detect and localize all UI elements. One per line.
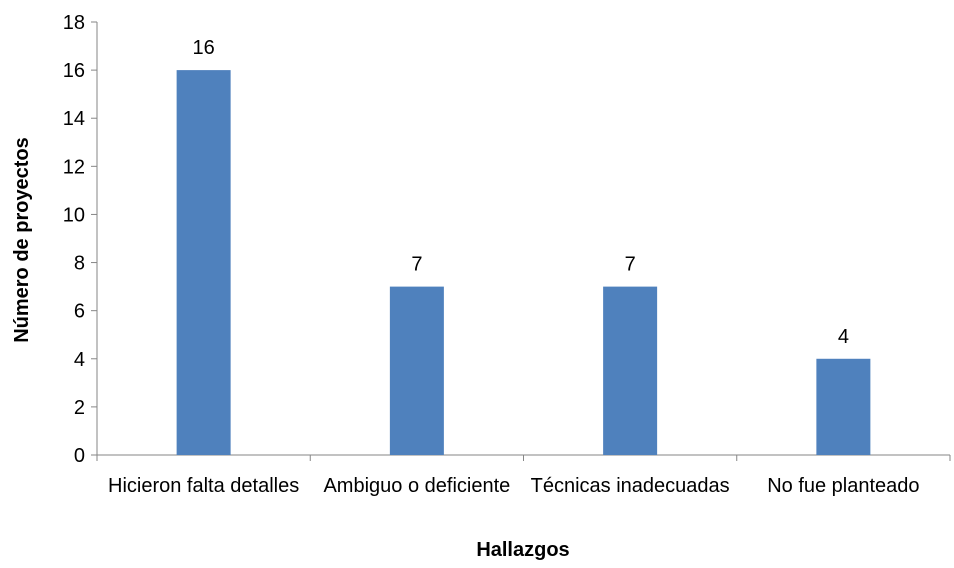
y-tick-label: 18 [63,12,85,34]
y-tick-label: 16 [63,60,85,82]
data-label: 4 [838,326,849,348]
bar [176,70,231,455]
y-tick-label: 8 [74,253,85,275]
y-tick-label: 10 [63,204,85,226]
y-tick-label: 0 [74,445,85,467]
y-tick-label: 14 [63,108,85,130]
bar [603,286,658,455]
x-tick-label: Técnicas inadecuadas [531,475,730,497]
y-tick-label: 6 [74,301,85,323]
y-axis-title: Número de proyectos [11,137,33,343]
data-label: 7 [625,254,636,276]
y-tick-label: 4 [74,349,85,371]
x-tick-label: Hicieron falta detalles [108,475,299,497]
x-axis-title: Hallazgos [476,539,569,561]
y-tick-label: 2 [74,397,85,419]
data-label: 16 [193,37,215,59]
x-tick-label: Ambiguo o deficiente [323,475,510,497]
x-tick-label: No fue planteado [767,475,919,497]
bar [389,286,444,455]
bar [816,358,871,455]
data-label: 7 [411,254,422,276]
y-tick-label: 12 [63,156,85,178]
